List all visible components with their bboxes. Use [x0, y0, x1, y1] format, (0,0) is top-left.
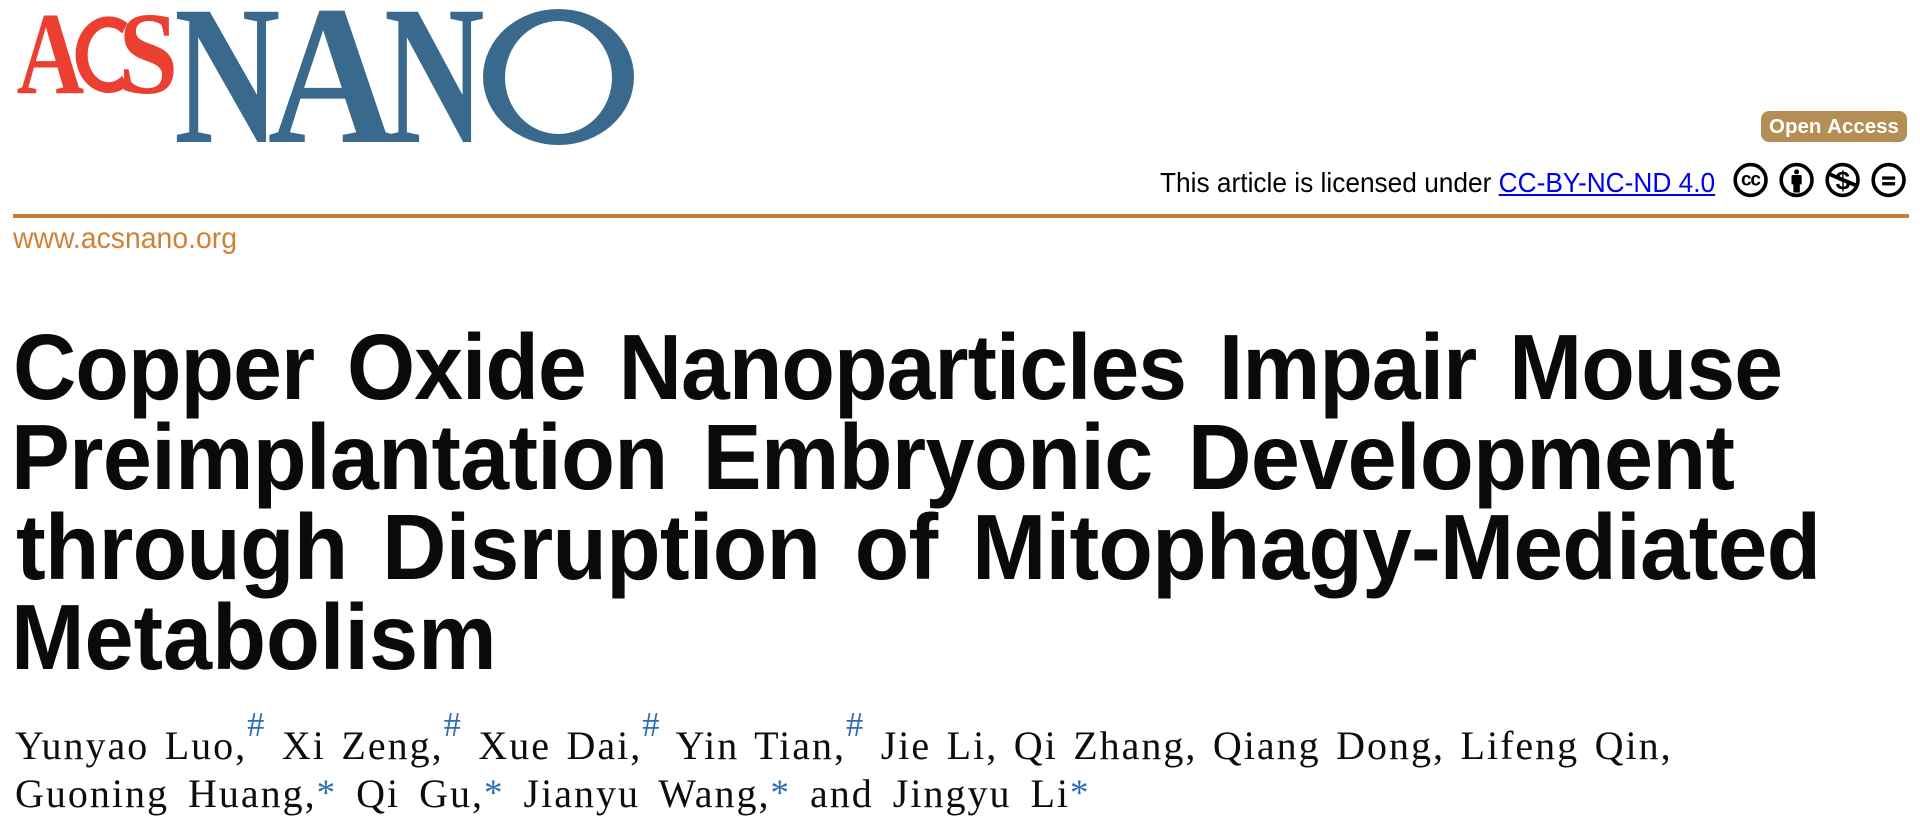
svg-text:S: S	[118, 0, 178, 119]
svg-text:A: A	[268, 0, 396, 170]
svg-text:N: N	[384, 0, 485, 170]
svg-text:N: N	[174, 0, 280, 170]
svg-text:cc: cc	[1741, 170, 1761, 191]
svg-text:A: A	[17, 0, 85, 120]
